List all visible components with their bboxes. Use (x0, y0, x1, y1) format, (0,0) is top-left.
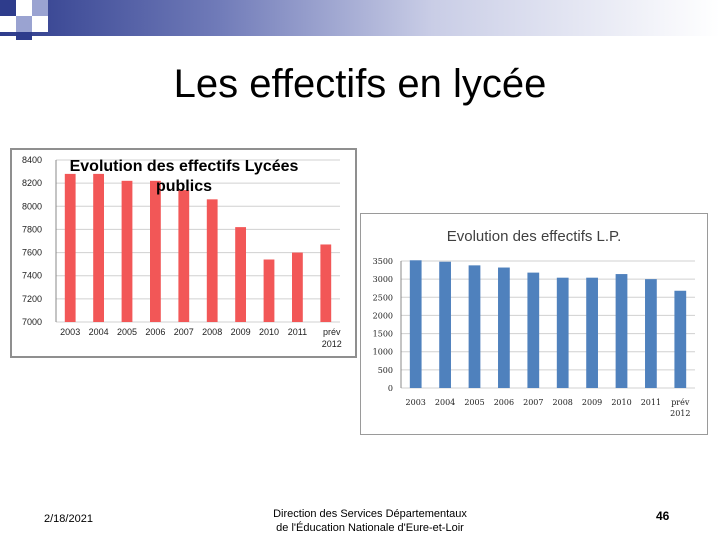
y-tick-label: 2500 (373, 293, 393, 302)
x-tick-label: 2008 (553, 398, 573, 407)
y-tick-label: 3000 (373, 275, 393, 284)
y-tick-label: 2000 (373, 311, 393, 320)
x-tick-label: 2009 (231, 327, 251, 337)
x-tick-label: 2006 (494, 398, 514, 407)
y-tick-label: 7400 (22, 271, 42, 281)
x-tick-label: 2007 (174, 327, 194, 337)
x-tick-label: 2012 (322, 339, 342, 349)
chart-title-line-1: Evolution des effectifs Lycées (70, 158, 299, 175)
y-tick-label: 8400 (22, 155, 42, 165)
slide-title: Les effectifs en lycée (173, 62, 547, 106)
y-tick-label: 7000 (22, 317, 42, 327)
bar (556, 277, 569, 388)
y-tick-label: 1000 (373, 348, 393, 357)
bar (292, 252, 303, 322)
x-tick-label: prév (323, 327, 341, 337)
y-tick-label: 0 (388, 384, 393, 393)
x-tick-label: 2011 (641, 398, 661, 407)
lycees-chart-frame: 8400 8200 8000 7800 7600 7400 7200 7000 2003 2004… (10, 148, 357, 358)
y-tick-label: 7800 (22, 224, 42, 234)
x-tick-label: 2008 (202, 327, 222, 337)
x-tick-label: 2007 (523, 398, 543, 407)
header-band (0, 0, 720, 36)
footer-date: 2/18/2021 (44, 513, 93, 525)
bar (235, 227, 246, 322)
x-tick-label: 2006 (145, 327, 165, 337)
footer-line-1: Direction des Services Départementaux (273, 508, 467, 520)
bar (206, 199, 218, 322)
bar (527, 272, 540, 388)
x-tick-label: 2004 (89, 327, 109, 337)
bar (674, 290, 687, 388)
bar (439, 261, 451, 388)
bar (150, 180, 161, 322)
corner-decoration (0, 0, 60, 40)
footer-line-2: de l'Éducation Nationale d'Eure-et-Loir (276, 522, 464, 534)
bar (93, 173, 104, 322)
x-tick-label: 2010 (259, 327, 279, 337)
x-tick-label: 2004 (435, 398, 455, 407)
lp-bar-chart: 3500 3000 2500 2000 1500 1000 500 0 2003 2004 2005… (373, 228, 695, 418)
lycees-bar-chart: 8400 8200 8000 7800 7600 7400 7200 7000 2003 2004… (22, 155, 342, 349)
bar (468, 265, 481, 388)
bar (320, 244, 332, 322)
x-tick-label: 2005 (464, 398, 484, 407)
chart-title-line-2: publics (156, 178, 212, 195)
bar (498, 267, 510, 388)
bar (645, 279, 657, 388)
x-tick-label: 2012 (670, 409, 690, 418)
y-tick-label: 7600 (22, 248, 42, 258)
bar (615, 274, 628, 388)
chart-title: Evolution des effectifs L.P. (447, 228, 622, 245)
bar (64, 173, 76, 322)
x-tick-label: 2003 (60, 327, 80, 337)
x-tick-label: prév (671, 398, 690, 407)
y-tick-label: 3500 (373, 257, 393, 266)
bar (178, 190, 190, 322)
y-tick-label: 1500 (373, 330, 393, 339)
lp-chart-frame: 3500 3000 2500 2000 1500 1000 500 0 2003 2004 2005… (360, 213, 708, 435)
x-tick-label: 2003 (406, 398, 426, 407)
x-tick-label: 2005 (117, 327, 137, 337)
bar (121, 180, 133, 322)
bar (263, 259, 275, 322)
page-number: 46 (656, 509, 670, 523)
y-tick-label: 7200 (22, 294, 42, 304)
x-tick-label: 2011 (288, 327, 307, 337)
y-tick-label: 500 (378, 366, 393, 375)
y-tick-label: 8200 (22, 178, 42, 188)
x-tick-label: 2010 (611, 398, 631, 407)
bar (409, 260, 422, 388)
y-tick-label: 8000 (22, 201, 42, 211)
footer-organization: Direction des Services Départementaux de… (230, 507, 510, 535)
bar (586, 277, 598, 388)
x-tick-label: 2009 (582, 398, 602, 407)
